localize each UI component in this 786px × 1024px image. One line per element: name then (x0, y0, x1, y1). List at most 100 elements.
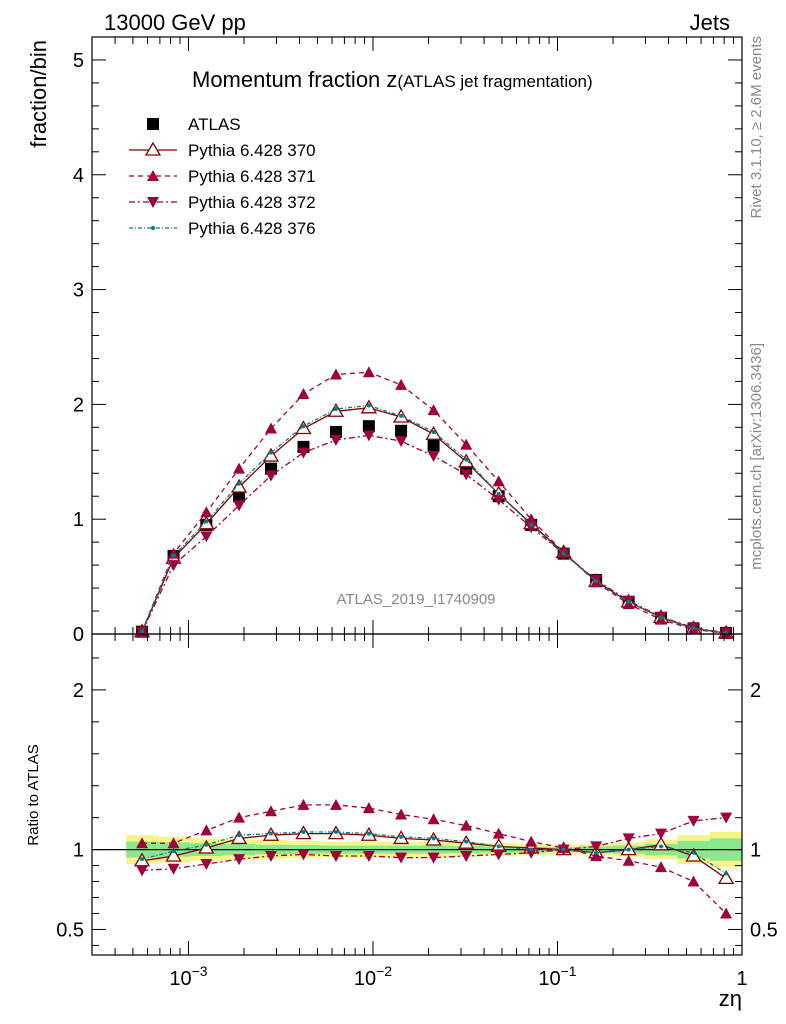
legend-marker-p370 (144, 141, 162, 156)
ratio-point-p376 (301, 830, 306, 835)
ratio-point-p376 (464, 839, 469, 844)
main-point-p376 (366, 403, 371, 408)
main-point-p376 (626, 599, 631, 604)
ratio-point-p371 (167, 837, 180, 849)
main-point-p371 (167, 547, 180, 559)
ratio-point-p372 (264, 850, 277, 862)
main-point-p376 (399, 413, 404, 418)
x-tick-label: 10−1 (538, 963, 576, 990)
legend-label-atlas: ATLAS (188, 115, 241, 134)
ratio-point-p372 (167, 863, 180, 875)
x-tick-base: 10 (169, 968, 191, 990)
ratio-point-p372 (136, 865, 149, 877)
ratio-point-p376 (399, 834, 404, 839)
main-point-p371 (264, 422, 277, 434)
x-tick-label: 10−2 (354, 963, 392, 990)
ratio-ytick-label-right: 0.5 (750, 919, 778, 941)
ratio-point-p376 (366, 831, 371, 836)
ratio-point-p370 (198, 839, 215, 854)
ratio-ytick-label-right: 2 (750, 680, 761, 702)
main-point-p371 (525, 513, 538, 525)
ratio-point-p372 (525, 847, 538, 859)
ratio-point-p376 (529, 847, 534, 852)
main-point-atlas (233, 490, 246, 503)
legend-marker-p371 (147, 170, 159, 181)
ratio-ytick-label: 0.5 (56, 919, 84, 941)
main-point-p376 (691, 626, 696, 631)
x-tick-label: 1 (736, 968, 747, 990)
ratio-point-p376 (724, 871, 729, 876)
ratio-point-p376 (626, 847, 631, 852)
ratio-point-p371 (362, 802, 375, 814)
ratio-ytick-label-right: 1 (750, 840, 761, 862)
main-point-p376 (140, 629, 145, 634)
main-ylabel: fraction/bin (26, 40, 51, 148)
main-point-atlas (329, 425, 342, 438)
main-ytick-label: 1 (73, 509, 84, 531)
main-point-atlas (362, 420, 375, 433)
main-point-p372 (200, 531, 213, 543)
ratio-point-p370 (165, 847, 182, 862)
ratio-point-p376 (431, 836, 436, 841)
ratio-point-p376 (594, 850, 599, 855)
legend-label-p372: Pythia 6.428 372 (188, 193, 316, 212)
main-point-p376 (237, 481, 242, 486)
main-point-p376 (529, 522, 534, 527)
main-point-p376 (464, 457, 469, 462)
legend: ATLAS Pythia 6.428 370 Pythia 6.428 371 Pyt… (129, 115, 316, 238)
ratio-point-p371 (233, 811, 246, 823)
main-ytick-label: 2 (73, 394, 84, 416)
ratio-ylabel: Ratio to ATLAS (25, 744, 42, 845)
main-point-p376 (561, 551, 566, 556)
ratio-ytick-label: 2 (73, 680, 84, 702)
legend-marker-p376 (151, 226, 155, 230)
main-point-p371 (200, 506, 213, 518)
ratio-point-p371 (687, 875, 700, 887)
main-point-p371 (297, 388, 310, 400)
ratio-point-p372 (492, 849, 505, 861)
ratio-panel: 0.5 0.51 12 210−3 10−2 10−1 1 (56, 633, 778, 990)
main-point-p376 (659, 615, 664, 620)
ratio-point-p371 (590, 849, 603, 861)
ratio-point-p370 (230, 830, 248, 845)
main-point-p370 (262, 447, 280, 462)
ratio-point-p372 (395, 852, 408, 864)
ratio-point-p371 (655, 861, 668, 873)
main-ytick-label: 4 (73, 165, 84, 187)
main-point-p372 (395, 436, 408, 448)
ratio-point-p371 (297, 798, 310, 810)
main-point-p376 (171, 553, 176, 558)
main-point-p371 (362, 366, 375, 378)
legend-marker-atlas (147, 118, 159, 130)
ratio-point-p371 (200, 824, 213, 836)
main-point-atlas (427, 439, 440, 452)
x-axis-label: zη (719, 986, 742, 1011)
ratio-point-p376 (333, 830, 338, 835)
ratio-point-p376 (561, 847, 566, 852)
legend-label-p370: Pythia 6.428 370 (188, 141, 316, 160)
ratio-frame (91, 633, 743, 956)
main-point-atlas (395, 424, 408, 437)
ratio-point-p372 (655, 828, 668, 840)
rivet-version-label: Rivet 3.1.10, ≥ 2.6M events (748, 36, 765, 219)
x-tick-base: 10 (538, 968, 560, 990)
main-point-p376 (301, 424, 306, 429)
main-ytick-label: 3 (73, 280, 84, 302)
ratio-point-p376 (659, 844, 664, 849)
ratio-point-p371 (720, 907, 733, 919)
ratio-point-p371 (264, 805, 277, 817)
ratio-point-p371 (460, 819, 473, 831)
ratio-point-p376 (237, 833, 242, 838)
main-ytick-label: 5 (73, 50, 84, 72)
ratio-point-p372 (460, 850, 473, 862)
main-point-p371 (460, 438, 473, 450)
header-energy: 13000 GeV pp (104, 10, 246, 35)
main-point-p376 (496, 491, 501, 496)
ratio-point-p376 (171, 849, 176, 854)
main-point-p372 (297, 447, 310, 459)
ratio-point-p372 (329, 850, 342, 862)
main-ytick-label: 0 (73, 624, 84, 646)
ratio-point-p376 (496, 844, 501, 849)
ratio-point-p372 (590, 841, 603, 853)
